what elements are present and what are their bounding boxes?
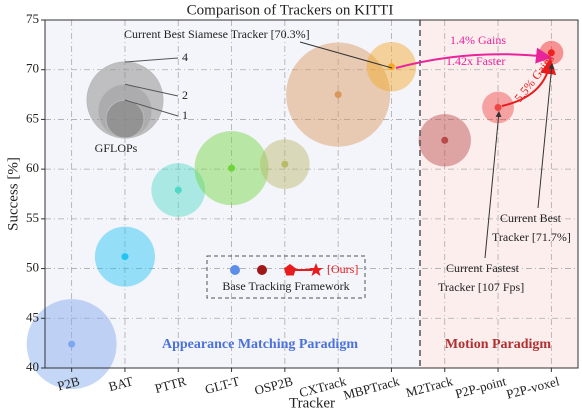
annotation: Current Fastest (446, 261, 520, 275)
size-legend-line (124, 99, 179, 117)
size-legend-label: 2 (182, 88, 188, 102)
bubble-center (174, 186, 182, 194)
chart-title: Comparison of Trackers on KITTI (187, 2, 394, 18)
legend-dot (230, 265, 240, 275)
x-axis-label: Tracker (289, 395, 335, 411)
y-tick-label: 40 (26, 359, 39, 374)
legend-ours: [Ours] (327, 262, 358, 276)
size-legend-label: 1 (182, 108, 188, 122)
y-tick-label: 50 (26, 260, 39, 275)
legend-star (309, 263, 323, 276)
region-label: Motion Paradigm (445, 337, 551, 352)
legend-base: Base Tracking Framework (222, 279, 349, 293)
arrow (395, 47, 552, 69)
legend-dot (257, 265, 267, 275)
bubble-center (387, 63, 395, 71)
size-legend-line (124, 83, 179, 97)
y-tick-label: 45 (26, 309, 39, 324)
x-tick-label: OSP2B (253, 373, 295, 398)
y-tick-label: 55 (26, 210, 39, 225)
bubble-center (68, 340, 76, 348)
y-tick-label: 60 (26, 160, 39, 175)
bubble-center (121, 253, 129, 261)
x-tick-label: BAT (107, 373, 135, 394)
annotation: Tracker [71.7%] (492, 230, 571, 244)
right-region (420, 20, 578, 368)
size-legend-circle (105, 99, 145, 139)
x-tick-label: P2P-point (453, 373, 507, 401)
leader-line (537, 63, 555, 209)
size-legend-title: GFLOPs (95, 141, 138, 155)
annotation: Current Best (500, 211, 562, 225)
legend-pentagon (284, 264, 296, 276)
x-tick-label: P2P-voxel (505, 373, 562, 402)
size-legend-line (124, 57, 179, 63)
y-tick-label: 70 (26, 61, 39, 76)
plot-frame (44, 19, 579, 369)
legend-box (206, 255, 366, 299)
annotation: 1.4% Gains (450, 33, 506, 47)
y-tick-label: 65 (26, 110, 39, 125)
x-tick-label: M2Track (404, 373, 455, 400)
bubble-center (281, 160, 289, 168)
x-tick-label: PTTR (153, 373, 188, 396)
x-tick-label: MBPTrack (342, 373, 402, 402)
annotation: Current Best Siamese Tracker [70.3%] (124, 27, 310, 41)
leader-line (299, 41, 393, 69)
y-tick-label: 75 (26, 11, 39, 26)
size-legend-label: 4 (182, 50, 188, 64)
annotation: 1.42x Faster (446, 54, 505, 68)
bubble-center (334, 91, 342, 99)
bubble-center (494, 103, 502, 111)
bubble-center (228, 164, 236, 172)
x-tick-label: P2B (56, 373, 82, 393)
bubble-center (441, 136, 449, 144)
leader-line (484, 111, 502, 259)
region-label: Appearance Matching Paradigm (162, 337, 358, 352)
annotation: Tracker [107 Fps] (438, 280, 524, 294)
x-tick-label: GLT-T (203, 373, 241, 397)
y-axis-label: Success [%] (5, 157, 21, 231)
